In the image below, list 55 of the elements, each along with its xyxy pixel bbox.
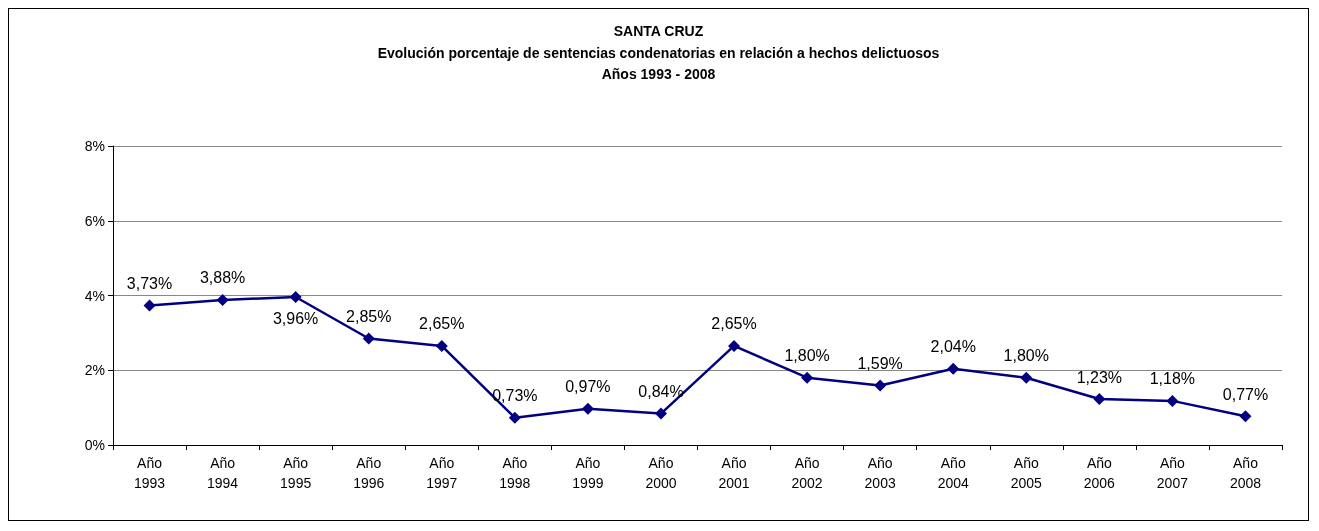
data-label: 0,97% <box>565 378 611 396</box>
point <box>1093 393 1106 406</box>
point <box>435 339 448 352</box>
x-tick-label: Año 1997 <box>426 455 458 491</box>
point <box>947 362 960 375</box>
data-label: 2,04% <box>930 338 976 356</box>
data-label: 3,73% <box>126 275 173 293</box>
x-tick-label: Año 1998 <box>499 455 531 491</box>
data-label: 0,73% <box>492 387 538 405</box>
data-label: 1,23% <box>1076 368 1123 386</box>
point <box>654 407 667 420</box>
point <box>143 299 156 312</box>
y-tick-label: 8% <box>84 138 105 154</box>
data-label: 1,59% <box>857 355 903 373</box>
chart-title: SANTA CRUZ <box>613 23 704 39</box>
point <box>289 290 302 303</box>
x-tick-label: Año 1995 <box>280 455 312 491</box>
x-tick-label: Año 2007 <box>1156 455 1189 491</box>
data-label: 0,77% <box>1222 385 1269 403</box>
y-tick-label: 0% <box>84 437 105 453</box>
data-label: 1,80% <box>784 347 830 365</box>
x-tick-label: Año 1994 <box>207 455 239 491</box>
x-tick-label: Año 2008 <box>1229 455 1262 491</box>
x-tick-label: Año 2003 <box>864 455 896 491</box>
data-label: 1,18% <box>1149 370 1196 388</box>
x-tick-label: Año 1999 <box>572 455 604 491</box>
point <box>874 379 887 392</box>
point <box>728 339 741 352</box>
data-label: 2,85% <box>346 307 392 325</box>
x-tick-label: Año 2000 <box>645 455 677 491</box>
point <box>508 411 521 424</box>
data-label: 3,88% <box>199 269 246 287</box>
x-tick-label: Año 2001 <box>718 455 750 491</box>
y-tick-label: 6% <box>84 212 105 229</box>
point <box>362 332 375 345</box>
y-tick-label: 2% <box>84 362 105 379</box>
y-tick-label: 4% <box>84 287 105 304</box>
x-tick-label: Año 2004 <box>937 455 969 491</box>
data-label: 1,80% <box>1003 347 1049 365</box>
point <box>581 402 594 415</box>
chart-subtitle: Evolución porcentaje de sentencias condenatorias en relación a hechos delictuosos Años 1993 - 2008 <box>377 44 940 82</box>
point <box>1020 371 1033 384</box>
data-label: 0,84% <box>638 383 684 401</box>
point <box>1166 394 1179 407</box>
point <box>1239 410 1252 423</box>
point <box>216 293 229 306</box>
data-label: 2,65% <box>419 315 465 333</box>
x-tick-label: Año 1993 <box>133 455 166 491</box>
data-label: 3,96% <box>272 310 319 328</box>
x-tick-label: Año 1996 <box>353 455 385 491</box>
x-tick-label: Año 2006 <box>1083 455 1116 491</box>
point <box>801 371 814 384</box>
x-tick-label: Año 2002 <box>791 455 823 491</box>
x-tick-label: Año 2005 <box>1010 455 1043 491</box>
data-label: 2,65% <box>711 315 757 333</box>
